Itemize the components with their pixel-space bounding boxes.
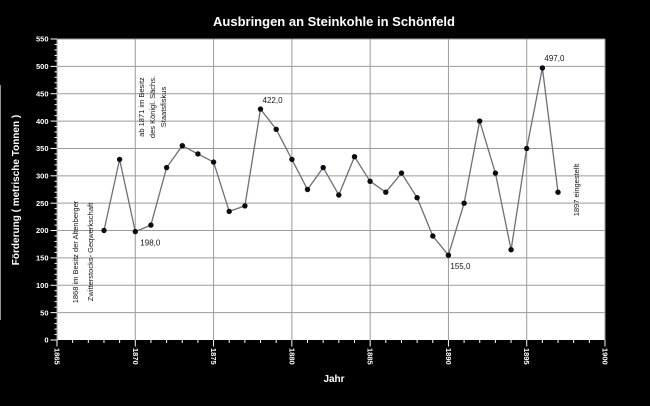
data-line (103, 67, 559, 257)
x-tick-label: 1900 (601, 348, 610, 365)
chart-title: Ausbringen an Steinkohle in Schönfeld (213, 14, 455, 29)
data-point (524, 145, 530, 152)
point-value-label: 198,0 (140, 239, 161, 248)
data-point (163, 164, 170, 171)
data-point (414, 195, 420, 201)
y-tick-label: 150 (36, 254, 49, 263)
y-axis-title: Förderung ( metrische Tonnen ) (11, 115, 22, 265)
x-tick-label: 1865 (53, 348, 62, 365)
annotation-besitz-1868: 1868 im Besitz der Altenberger (71, 200, 80, 303)
y-tick-label: 250 (36, 199, 49, 208)
left-edge-artifact (0, 85, 1, 320)
data-point (367, 178, 373, 184)
data-point (336, 192, 342, 198)
y-tick-label: 300 (36, 172, 49, 181)
x-tick-label: 1880 (287, 348, 296, 365)
data-point (430, 233, 436, 239)
y-tick-label: 100 (36, 281, 49, 290)
x-tick-label: 1885 (366, 348, 375, 365)
annotation-besitz-1871: ab 1871 im Besitz (137, 77, 146, 137)
data-point (398, 170, 405, 176)
data-point (351, 154, 358, 160)
point-value-label: 422,0 (263, 96, 284, 105)
data-point (226, 208, 232, 215)
data-point (132, 228, 138, 235)
data-point (508, 247, 514, 253)
data-point (195, 151, 201, 157)
data-point (101, 227, 107, 234)
data-point (461, 200, 467, 206)
data-point (445, 252, 452, 258)
annotation-besitz-1871: des Königl. Sächs. (148, 76, 157, 138)
data-point (148, 222, 154, 228)
x-axis-title: Jahr (323, 374, 344, 385)
y-tick-label: 500 (36, 62, 49, 71)
data-point (179, 143, 185, 149)
data-point (242, 203, 248, 209)
y-tick-label: 350 (36, 144, 49, 153)
data-point (492, 170, 499, 176)
data-point (555, 189, 561, 195)
plot-area (57, 39, 605, 340)
x-tick-label: 1890 (444, 348, 453, 365)
data-point (273, 126, 279, 132)
data-point (257, 106, 264, 112)
point-value-label: 155,0 (450, 262, 471, 271)
y-tick-label: 50 (40, 308, 48, 317)
data-point (304, 186, 311, 193)
data-point (116, 156, 123, 163)
y-tick-label: 550 (36, 35, 49, 44)
x-tick-label: 1895 (522, 348, 531, 365)
data-point (539, 65, 546, 71)
annotation-eingestellt-1897: 1897 eingestellt (572, 163, 581, 216)
y-tick-label: 200 (36, 226, 49, 235)
annotation-besitz-1871: Staatsfiskus (159, 87, 168, 128)
point-value-label: 497,0 (544, 54, 565, 63)
data-point (383, 189, 389, 195)
y-tick-label: 450 (36, 89, 49, 98)
y-tick-label: 0 (44, 336, 48, 345)
x-tick-label: 1875 (209, 348, 218, 365)
x-tick-label: 1870 (131, 348, 140, 365)
y-tick-label: 400 (36, 117, 49, 126)
annotation-besitz-1868: Zwitterstocks- Geqwerkschaft (86, 202, 95, 301)
data-point (289, 156, 295, 163)
data-point (477, 118, 483, 124)
data-point (210, 159, 217, 165)
data-point (320, 164, 326, 171)
